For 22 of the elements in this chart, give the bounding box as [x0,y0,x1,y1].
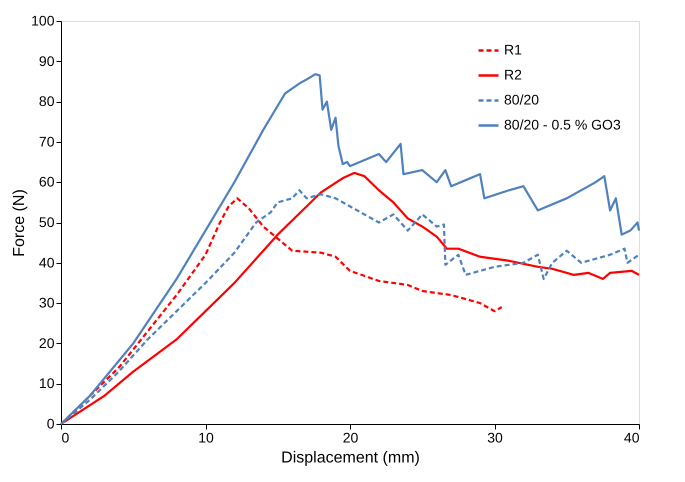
y-tick-label: 70 [38,133,55,150]
y-tick-label: 30 [38,294,55,311]
x-tick-label: 0 [62,430,70,446]
legend-label: R1 [504,42,522,58]
y-tick-label: 100 [31,12,55,28]
legend-label: R2 [504,66,522,82]
y-tick-label: 40 [38,254,55,270]
x-tick-label: 30 [487,430,503,446]
legend-label: 80/20 [504,92,540,108]
x-axis-title: Displacement (mm) [281,450,420,466]
legend-label: 80/20 - 0.5 % GO3 [504,116,621,132]
y-tick-label: 0 [46,416,55,432]
x-tick-label: 40 [624,430,640,446]
x-tick-label: 20 [342,430,358,446]
y-axis-title: Force (N) [11,189,28,257]
y-tick-label: 80 [38,93,55,110]
y-tick-label: 20 [38,334,55,351]
x-tick-label: 10 [198,430,214,446]
y-tick-label: 60 [38,174,55,190]
y-tick-label: 90 [38,52,55,69]
y-tick-label: 50 [38,214,55,230]
y-tick-label: 10 [38,375,55,392]
